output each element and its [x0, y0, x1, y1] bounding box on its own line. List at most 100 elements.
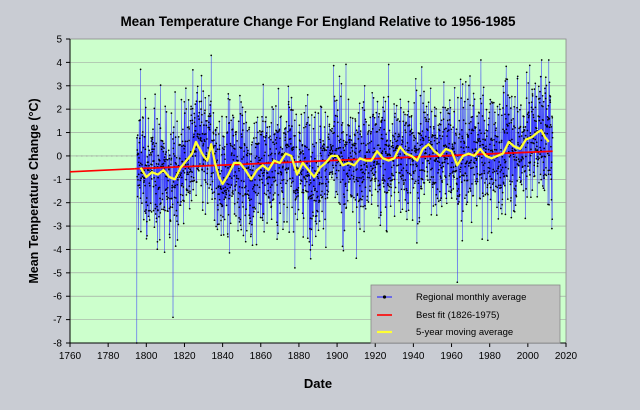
- monthly-point: [290, 108, 293, 111]
- monthly-point: [194, 125, 197, 128]
- monthly-point: [389, 177, 391, 179]
- monthly-point: [440, 167, 443, 169]
- monthly-point: [453, 110, 455, 113]
- monthly-point: [273, 143, 276, 146]
- monthly-point: [387, 63, 390, 66]
- monthly-point: [467, 136, 469, 139]
- monthly-point: [300, 170, 303, 173]
- monthly-point: [167, 165, 170, 167]
- monthly-point: [440, 177, 442, 179]
- monthly-point: [220, 219, 222, 222]
- monthly-point: [317, 229, 320, 232]
- monthly-point: [203, 158, 205, 161]
- monthly-point: [232, 134, 235, 137]
- monthly-point: [336, 115, 339, 118]
- monthly-point: [538, 119, 541, 122]
- monthly-point: [209, 115, 212, 117]
- monthly-point: [536, 162, 539, 165]
- monthly-point: [225, 204, 228, 207]
- monthly-point: [152, 160, 155, 162]
- monthly-point: [355, 257, 358, 260]
- monthly-point: [550, 161, 553, 164]
- x-tick-label: 1960: [440, 351, 463, 362]
- monthly-point: [226, 233, 229, 235]
- monthly-point: [385, 152, 387, 155]
- monthly-point: [492, 189, 495, 192]
- monthly-point: [349, 178, 351, 180]
- monthly-point: [471, 128, 474, 131]
- monthly-point: [365, 121, 368, 123]
- monthly-point: [182, 222, 185, 225]
- monthly-point: [423, 90, 425, 93]
- monthly-point: [281, 190, 283, 192]
- monthly-point: [503, 184, 506, 187]
- monthly-point: [226, 143, 228, 146]
- monthly-point: [312, 211, 314, 214]
- monthly-point: [233, 144, 236, 146]
- monthly-point: [408, 124, 411, 127]
- monthly-point: [184, 157, 187, 160]
- monthly-point: [241, 158, 243, 160]
- monthly-point: [340, 124, 343, 126]
- monthly-point: [450, 197, 453, 199]
- monthly-point: [314, 235, 317, 238]
- monthly-point: [186, 189, 189, 192]
- monthly-point: [193, 121, 196, 124]
- monthly-point: [448, 119, 451, 121]
- monthly-point: [402, 183, 405, 186]
- monthly-point: [459, 175, 461, 178]
- monthly-point: [316, 195, 319, 198]
- monthly-point: [329, 144, 332, 146]
- monthly-point: [426, 175, 428, 177]
- monthly-point: [363, 84, 366, 87]
- monthly-point: [144, 106, 147, 109]
- monthly-point: [376, 130, 379, 133]
- monthly-point: [226, 131, 229, 134]
- monthly-point: [206, 138, 208, 140]
- monthly-point: [522, 189, 525, 192]
- monthly-point: [381, 179, 384, 182]
- monthly-point: [403, 188, 406, 191]
- monthly-point: [452, 166, 455, 168]
- monthly-point: [493, 170, 496, 173]
- monthly-point: [195, 150, 197, 153]
- monthly-point: [429, 178, 432, 181]
- monthly-point: [331, 173, 334, 175]
- monthly-point: [498, 184, 500, 187]
- monthly-point: [272, 141, 275, 144]
- monthly-point: [475, 148, 477, 150]
- monthly-point: [167, 210, 169, 213]
- x-tick-label: 1820: [173, 351, 196, 362]
- monthly-point: [335, 147, 338, 150]
- monthly-point: [220, 153, 223, 156]
- monthly-point: [237, 192, 240, 194]
- monthly-point: [351, 161, 354, 163]
- legend-item-moving-average: 5-year moving average: [377, 327, 513, 338]
- monthly-point: [265, 132, 268, 134]
- monthly-point: [298, 174, 301, 176]
- monthly-point: [208, 126, 211, 129]
- monthly-point: [461, 129, 463, 131]
- monthly-point: [436, 197, 439, 200]
- monthly-point: [400, 169, 403, 172]
- monthly-point: [444, 106, 447, 109]
- monthly-point: [337, 135, 339, 138]
- monthly-point: [167, 149, 170, 152]
- monthly-point: [469, 190, 472, 192]
- monthly-point: [483, 147, 485, 149]
- monthly-point: [444, 175, 446, 177]
- monthly-point: [511, 128, 514, 130]
- monthly-point: [178, 176, 181, 178]
- monthly-point: [234, 185, 236, 187]
- monthly-point: [275, 148, 278, 150]
- monthly-point: [254, 146, 257, 149]
- monthly-point: [401, 139, 403, 142]
- monthly-point: [306, 121, 309, 124]
- monthly-point: [489, 186, 492, 189]
- monthly-point: [346, 199, 349, 202]
- y-tick-label: -8: [53, 339, 62, 350]
- monthly-point: [304, 156, 306, 159]
- monthly-point: [472, 104, 474, 107]
- monthly-point: [452, 147, 455, 149]
- monthly-point: [381, 116, 384, 119]
